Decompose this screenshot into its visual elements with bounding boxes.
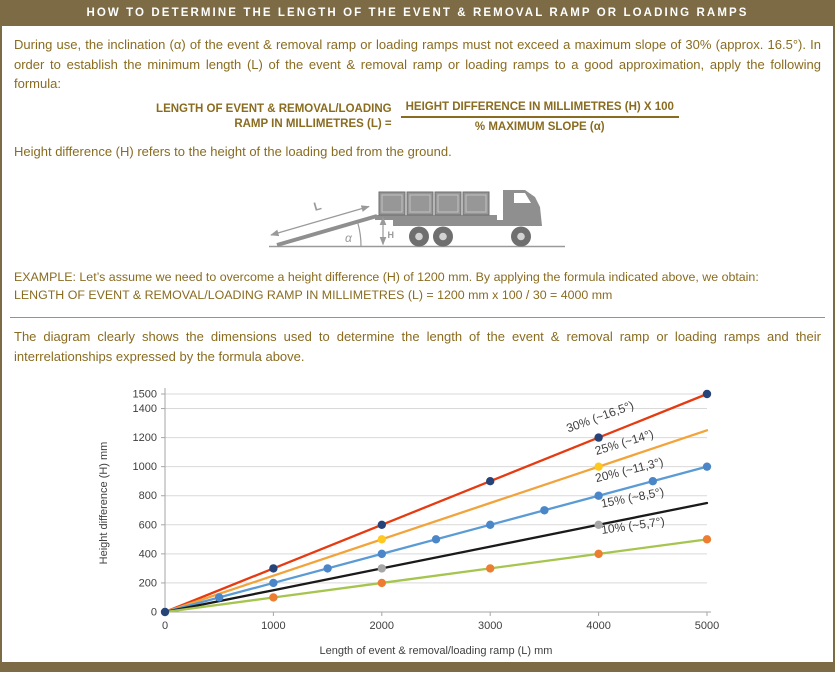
svg-text:4000: 4000	[586, 620, 610, 632]
svg-text:1500: 1500	[132, 389, 156, 401]
formula-lhs: LENGTH OF EVENT & REMOVAL/LOADING RAMP I…	[156, 102, 392, 133]
diagram-paragraph: The diagram clearly shows the dimensions…	[14, 329, 821, 364]
svg-text:3000: 3000	[477, 620, 501, 632]
svg-text:Height difference (H) mm: Height difference (H) mm	[98, 442, 110, 565]
height-note: Height difference (H) refers to the heig…	[14, 144, 452, 160]
formula-denominator: % MAXIMUM SLOPE (α)	[474, 121, 605, 134]
formula-block: LENGTH OF EVENT & REMOVAL/LOADING RAMP I…	[2, 100, 833, 136]
ramp-length-chart: 0 1000 2000 3000 4000 5000 0 200 400 600 800 1000 12…	[98, 388, 719, 657]
cargo-crates	[378, 191, 489, 216]
page-title: HOW TO DETERMINE THE LENGTH OF THE EVENT…	[86, 7, 749, 19]
svg-text:5000: 5000	[694, 620, 718, 632]
label-L: L	[311, 198, 322, 213]
example-paragraph: EXAMPLE: Let’s assume we need to overcom…	[14, 268, 821, 305]
svg-text:2000: 2000	[369, 620, 393, 632]
angle-arc	[356, 222, 362, 246]
svg-text:0: 0	[161, 620, 167, 632]
truck-cab	[502, 189, 542, 226]
svg-text:600: 600	[138, 519, 156, 531]
svg-text:0: 0	[150, 607, 156, 619]
chart-section: 0 1000 2000 3000 4000 5000 0 200 400 600 800 1000 12…	[2, 378, 833, 660]
svg-text:200: 200	[138, 578, 156, 590]
dimension-line-L	[269, 205, 370, 236]
formula-numerator: HEIGHT DIFFERENCE IN MILLIMETRES (H) X 1…	[400, 100, 679, 119]
svg-text:1000: 1000	[132, 461, 156, 473]
example-line2: LENGTH OF EVENT & REMOVAL/LOADING RAMP I…	[14, 288, 613, 303]
cab-window	[513, 192, 531, 203]
svg-text:400: 400	[138, 548, 156, 560]
svg-text:25% (~14°): 25% (~14°)	[593, 427, 655, 458]
svg-text:15% (~8,5°): 15% (~8,5°)	[599, 485, 664, 511]
formula-lhs-line1: LENGTH OF EVENT & REMOVAL/LOADING	[156, 102, 392, 115]
svg-text:1200: 1200	[132, 432, 156, 444]
truck-chassis	[392, 219, 533, 226]
section-divider	[10, 317, 825, 319]
example-line1: EXAMPLE: Let’s assume we need to overcom…	[14, 269, 759, 284]
label-H: H	[387, 230, 394, 240]
svg-text:1400: 1400	[132, 403, 156, 415]
loading-ramp	[275, 213, 378, 247]
wheels	[408, 226, 531, 247]
title-bar: HOW TO DETERMINE THE LENGTH OF THE EVENT…	[2, 0, 833, 26]
svg-text:Length of event & removal/load: Length of event & removal/loading ramp (…	[319, 645, 552, 657]
svg-text:30% (~16,5°): 30% (~16,5°)	[564, 398, 635, 435]
svg-text:10% (~5,7°): 10% (~5,7°)	[600, 514, 665, 537]
formula-lhs-line2: RAMP IN MILLIMETRES (L) =	[234, 118, 392, 131]
svg-text:800: 800	[138, 490, 156, 502]
formula-fraction: HEIGHT DIFFERENCE IN MILLIMETRES (H) X 1…	[400, 100, 679, 136]
intro-paragraph: During use, the inclination (α) of the e…	[14, 37, 821, 91]
truck-bed-deck	[374, 214, 497, 220]
truck-figure-svg: L H α	[268, 189, 565, 248]
label-alpha: α	[345, 231, 353, 245]
truck-illustration: L H α	[2, 166, 833, 260]
svg-text:1000: 1000	[261, 620, 285, 632]
